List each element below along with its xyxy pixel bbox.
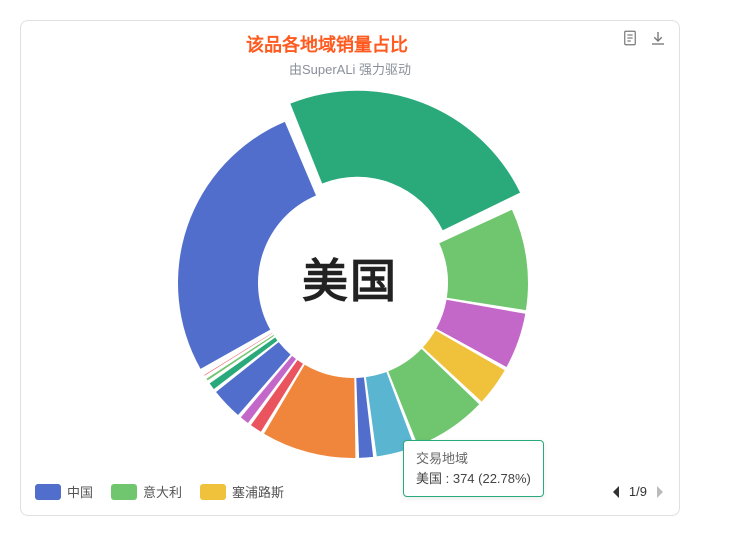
legend-pager: 1/9 <box>611 484 665 499</box>
tooltip-header: 交易地域 <box>416 449 531 469</box>
header-row: 该品各地域销量占比 <box>33 29 667 57</box>
legend-page-indicator: 1/9 <box>629 484 647 499</box>
donut-slice[interactable] <box>178 122 316 369</box>
donut-center-label: 美国 <box>302 245 398 311</box>
download-icon[interactable] <box>649 29 667 47</box>
legend-item[interactable]: 中国 <box>35 482 93 501</box>
chart-area: 美国 <box>33 78 667 478</box>
legend-swatch <box>111 484 137 500</box>
toolbar <box>621 29 667 47</box>
chart-tooltip: 交易地域 美国 : 374 (22.78%) <box>403 440 544 497</box>
chart-card: 该品各地域销量占比 由SuperALi 强力驱动 美国 中国 意大 <box>20 20 680 516</box>
chart-title: 该品各地域销量占比 <box>33 31 621 57</box>
legend-label: 中国 <box>67 482 93 501</box>
chevron-left-icon[interactable] <box>611 485 621 499</box>
chevron-right-icon[interactable] <box>655 485 665 499</box>
legend-item[interactable]: 塞浦路斯 <box>200 482 284 501</box>
donut-slice[interactable] <box>290 91 520 230</box>
doc-icon[interactable] <box>621 29 639 47</box>
chart-subtitle: 由SuperALi 强力驱动 <box>33 59 667 78</box>
legend-swatch <box>200 484 226 500</box>
legend-item[interactable]: 意大利 <box>111 482 182 501</box>
tooltip-value: 美国 : 374 (22.78%) <box>416 469 531 489</box>
legend-row: 中国 意大利 塞浦路斯 交易地域 美国 : 374 (22.78%) 1/9 <box>33 478 667 503</box>
legend-swatch <box>35 484 61 500</box>
legend-label: 塞浦路斯 <box>232 482 284 501</box>
legend-label: 意大利 <box>143 482 182 501</box>
